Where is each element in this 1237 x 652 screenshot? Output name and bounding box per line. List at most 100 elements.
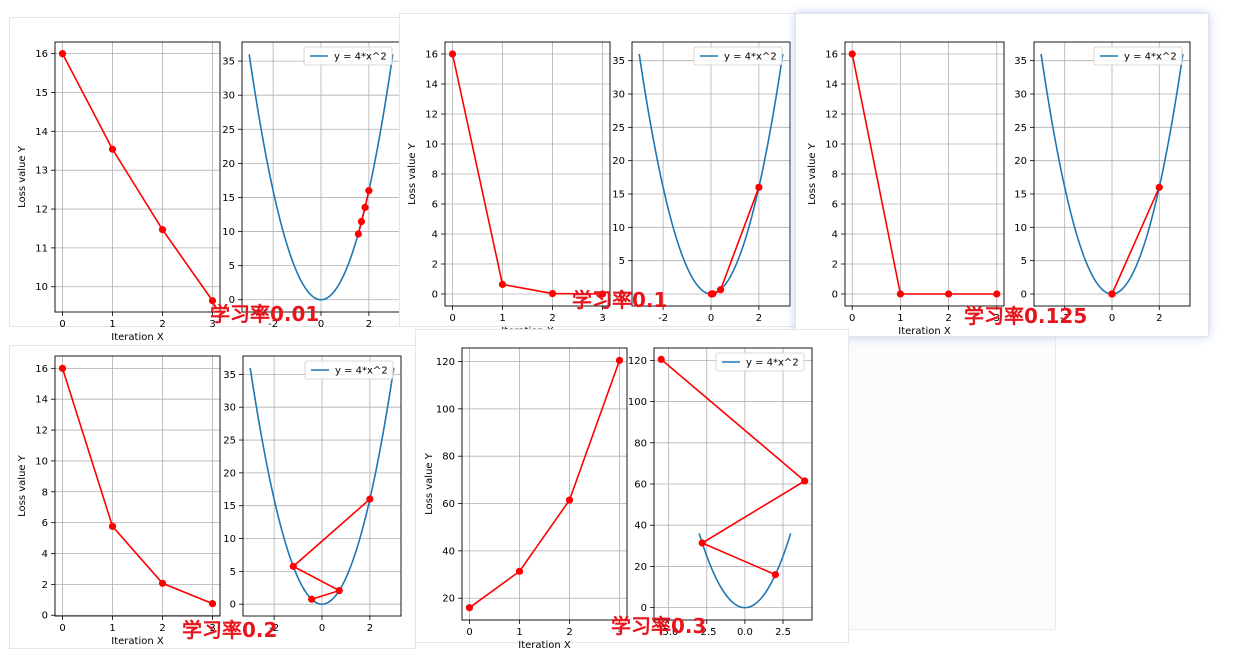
- x-tick-label: -2.5: [697, 627, 717, 638]
- legend-box: [715, 352, 805, 372]
- descent-path: [1111, 187, 1161, 295]
- data-point: [548, 289, 557, 298]
- y-tick-label: 25: [223, 436, 236, 447]
- y-tick-label: 35: [222, 57, 235, 68]
- y-tick-label: 10: [223, 534, 236, 545]
- data-point: [716, 286, 725, 294]
- x-tick-label: 2: [159, 319, 165, 330]
- legend-label: y = 4*x^2: [1124, 52, 1177, 63]
- data-point: [598, 290, 607, 298]
- y-tick-label: 20: [222, 159, 235, 170]
- y-tick-label: 5: [230, 567, 236, 578]
- descent-path: [61, 53, 214, 302]
- background-window: [820, 330, 1056, 630]
- y-tick-label: 0: [1021, 290, 1027, 301]
- y-tick-label: 12: [35, 426, 48, 437]
- y-tick-label: 35: [1014, 56, 1027, 67]
- x-tick-label: -2: [658, 313, 668, 324]
- y-tick-label: 12: [825, 110, 838, 121]
- data-point: [335, 586, 343, 595]
- x-tick-label: 0: [318, 319, 324, 330]
- y-tick-label: 30: [1014, 90, 1027, 101]
- data-point: [1155, 183, 1163, 191]
- legend-box: [1093, 46, 1183, 66]
- plot-area: [465, 356, 624, 612]
- plot-area: [1040, 53, 1184, 298]
- descent-path: [291, 498, 371, 601]
- y-tick-label: 0: [42, 611, 48, 622]
- y-tick-label: 20: [612, 156, 625, 167]
- x-tick-label: 1: [109, 319, 115, 330]
- y-tick-label: 2: [42, 580, 48, 591]
- data-point: [357, 217, 366, 226]
- x-tick-label: 2: [566, 627, 572, 638]
- y-tick-label: 20: [1014, 156, 1027, 167]
- data-point: [58, 364, 67, 372]
- data-point: [944, 290, 953, 298]
- data-point: [848, 50, 856, 58]
- y-tick-label: 10: [612, 223, 625, 234]
- y-tick-label: 0: [641, 603, 647, 614]
- y-tick-label: 25: [1014, 123, 1027, 134]
- panel-lr-0.3-svg: 0 1 2 3 20 40 60 80 100 120 Iteration X Loss value …: [424, 347, 813, 651]
- x-tick-label: 1: [499, 313, 505, 324]
- descent-path: [711, 187, 760, 295]
- data-point: [448, 50, 457, 58]
- x-tick-label: 3: [599, 313, 605, 324]
- learning-rate-label: 学习率0.3: [611, 614, 707, 638]
- x-tick-label: 2: [756, 313, 762, 324]
- x-tick-label: 2: [367, 623, 373, 634]
- parabola-chart: -5.0 -2.5 0.0 2.5 0 20 40 60 80 100 120 y = 4*x^2: [628, 347, 813, 638]
- y-tick-label: 100: [436, 404, 455, 415]
- y-tick-label: 10: [35, 282, 48, 293]
- y-tick-label: 14: [35, 395, 48, 406]
- x-axis-label: Iteration X: [518, 640, 571, 651]
- x-tick-label: 1: [897, 313, 903, 324]
- y-tick-label: 40: [634, 521, 647, 532]
- x-tick-label: 2: [945, 313, 951, 324]
- panel-lr-0.3: 0 1 2 3 20 40 60 80 100 120 Iteration X Loss value …: [416, 330, 848, 651]
- y-tick-label: 4: [42, 549, 48, 560]
- data-point: [657, 355, 665, 363]
- loss-chart: 0 1 2 3 20 40 60 80 100 120 Iteration X Loss value …: [424, 347, 628, 651]
- y-tick-label: 25: [612, 123, 625, 134]
- plot-area: [248, 54, 394, 301]
- y-tick-label: 0: [229, 295, 235, 306]
- y-tick-label: 25: [222, 125, 235, 136]
- y-tick-label: 11: [35, 243, 48, 254]
- y-tick-label: 5: [619, 256, 625, 267]
- y-tick-label: 30: [223, 403, 236, 414]
- y-tick-label: 16: [825, 50, 838, 61]
- x-tick-label: 2: [366, 319, 372, 330]
- data-point: [771, 571, 779, 579]
- x-tick-label: -2: [1060, 313, 1070, 324]
- y-tick-label: 14: [35, 127, 48, 138]
- data-point: [755, 183, 763, 191]
- x-axis-label: Iteration X: [111, 636, 164, 647]
- y-tick-label: 2: [432, 260, 438, 271]
- data-point: [896, 290, 905, 298]
- data-point: [366, 495, 374, 503]
- data-point: [208, 297, 217, 305]
- y-tick-label: 60: [634, 480, 647, 491]
- y-tick-label: 15: [612, 190, 625, 201]
- y-tick-label: 10: [222, 227, 235, 238]
- data-point: [289, 562, 297, 570]
- x-tick-label: -2: [269, 623, 279, 634]
- legend-label: y = 4*x^2: [746, 358, 799, 369]
- descent-path: [357, 190, 370, 235]
- data-point: [993, 290, 1001, 298]
- data-point: [108, 522, 117, 530]
- learning-rate-label: 学习率0.1: [572, 288, 668, 312]
- axes-frame: [461, 347, 628, 621]
- y-tick-label: 6: [832, 200, 838, 211]
- y-tick-label: 20: [634, 562, 647, 573]
- y-tick-label: 20: [442, 594, 455, 605]
- panel-lr-0.125: 0 1 2 3 0 2 4 6 8 10 12 14 16 Iteration X Loss value Y…: [796, 14, 1208, 337]
- learning-rate-label: 学习率0.01: [210, 302, 320, 326]
- y-tick-label: 80: [442, 452, 455, 463]
- x-tick-label: 3: [616, 627, 622, 638]
